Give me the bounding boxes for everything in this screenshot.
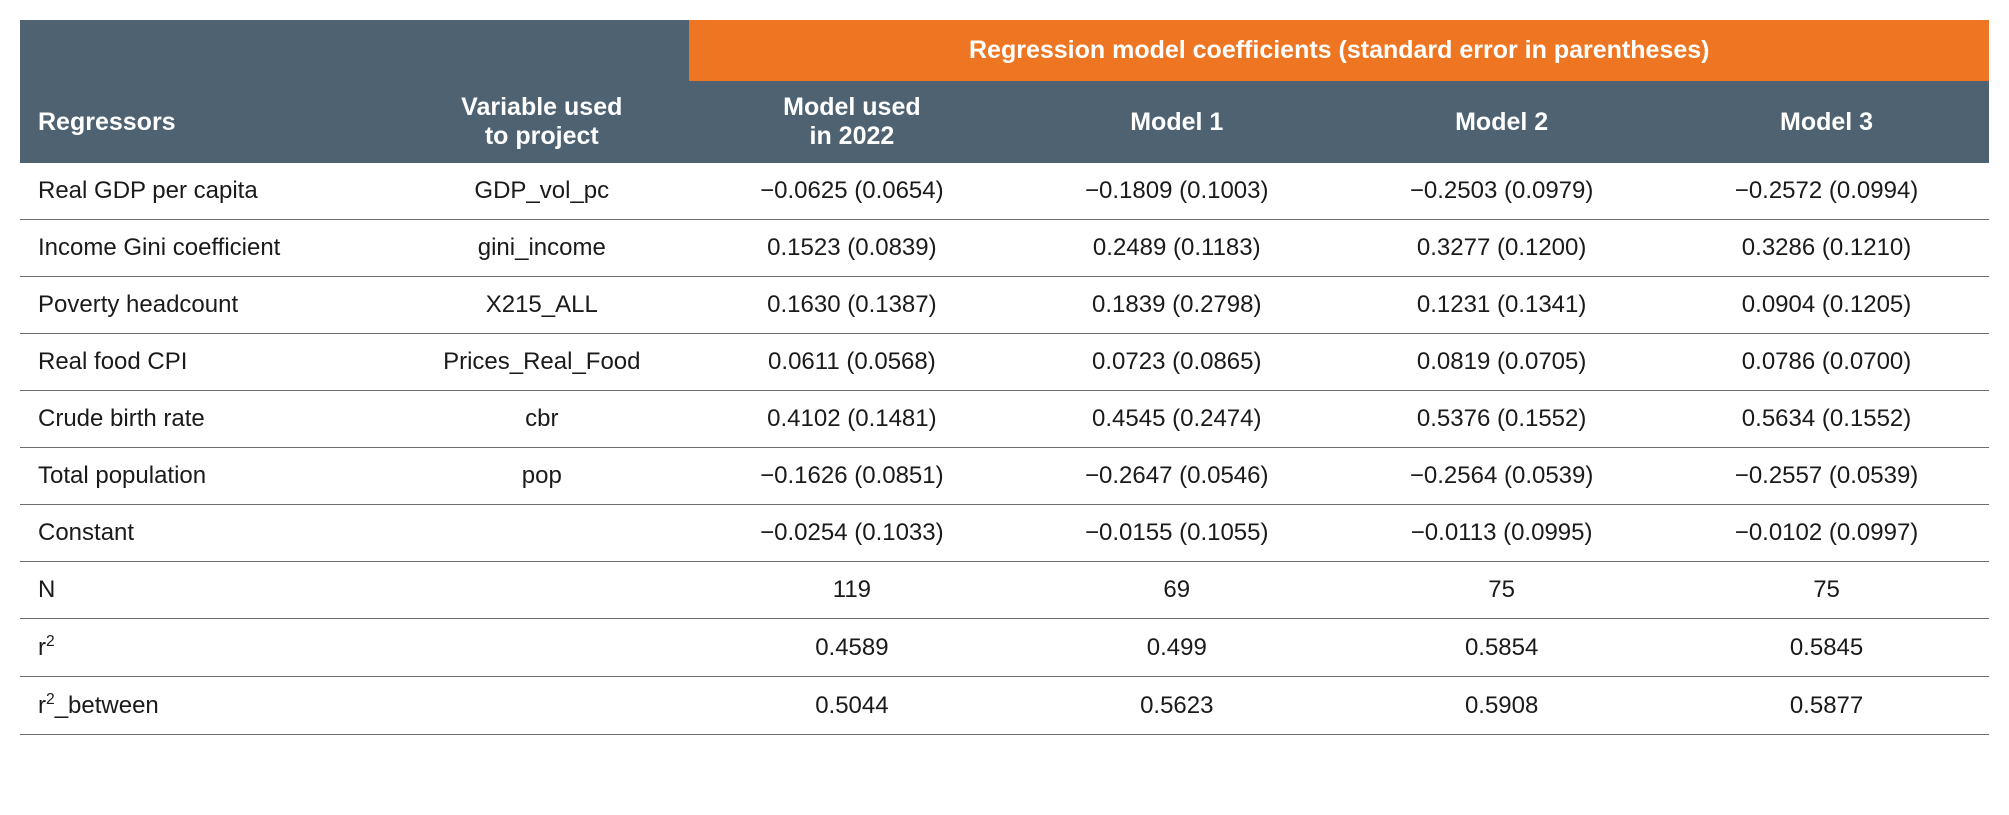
variable-cell: pop: [394, 448, 689, 505]
value-cell: 0.2489 (0.1183): [1014, 220, 1339, 277]
value-cell: 0.5623: [1014, 677, 1339, 735]
header-variable-line1: Variable used: [461, 93, 622, 121]
value-cell: −0.0625 (0.0654): [689, 163, 1014, 220]
header-model-0-line1: Model used: [783, 93, 921, 121]
header-blank-1: [20, 20, 394, 81]
value-cell: 0.0819 (0.0705): [1339, 334, 1664, 391]
variable-cell: cbr: [394, 391, 689, 448]
value-cell: 0.4545 (0.2474): [1014, 391, 1339, 448]
value-cell: 119: [689, 562, 1014, 619]
value-cell: 0.3277 (0.1200): [1339, 220, 1664, 277]
regressor-cell: Real food CPI: [20, 334, 394, 391]
value-cell: 0.1231 (0.1341): [1339, 277, 1664, 334]
stat-label-cell: N: [20, 562, 394, 619]
table-row: Real GDP per capitaGDP_vol_pc−0.0625 (0.…: [20, 163, 1989, 220]
variable-cell: [394, 677, 689, 735]
header-model-0: Model used in 2022: [689, 81, 1014, 163]
regressor-cell: Real GDP per capita: [20, 163, 394, 220]
value-cell: 75: [1664, 562, 1989, 619]
value-cell: −0.2647 (0.0546): [1014, 448, 1339, 505]
table-row: r2_between 0.50440.56230.59080.5877: [20, 677, 1989, 735]
value-cell: −0.2557 (0.0539): [1664, 448, 1989, 505]
value-cell: −0.2503 (0.0979): [1339, 163, 1664, 220]
value-cell: 0.5376 (0.1552): [1339, 391, 1664, 448]
value-cell: 0.0611 (0.0568): [689, 334, 1014, 391]
value-cell: 75: [1339, 562, 1664, 619]
value-cell: −0.0254 (0.1033): [689, 505, 1014, 562]
table-row: Poverty headcountX215_ALL0.1630 (0.1387)…: [20, 277, 1989, 334]
table-row: Constant −0.0254 (0.1033)−0.0155 (0.1055)…: [20, 505, 1989, 562]
regressor-cell: Constant: [20, 505, 394, 562]
value-cell: 0.0904 (0.1205): [1664, 277, 1989, 334]
value-cell: −0.1809 (0.1003): [1014, 163, 1339, 220]
header-model-2: Model 2: [1339, 81, 1664, 163]
header-variable-line2: to project: [485, 122, 599, 150]
value-cell: 0.1839 (0.2798): [1014, 277, 1339, 334]
variable-cell: X215_ALL: [394, 277, 689, 334]
table-row: Income Gini coefficientgini_income0.1523…: [20, 220, 1989, 277]
value-cell: 0.499: [1014, 619, 1339, 677]
regressor-cell: Poverty headcount: [20, 277, 394, 334]
header-variable: Variable used to project: [394, 81, 689, 163]
header-model-1: Model 1: [1014, 81, 1339, 163]
value-cell: −0.0155 (0.1055): [1014, 505, 1339, 562]
value-cell: 0.5634 (0.1552): [1664, 391, 1989, 448]
variable-cell: [394, 505, 689, 562]
value-cell: 0.4102 (0.1481): [689, 391, 1014, 448]
value-cell: −0.2572 (0.0994): [1664, 163, 1989, 220]
stat-label-cell: r2: [20, 619, 394, 677]
value-cell: 0.5877: [1664, 677, 1989, 735]
value-cell: 0.0786 (0.0700): [1664, 334, 1989, 391]
value-cell: 0.5044: [689, 677, 1014, 735]
header-span-title: Regression model coefficients (standard …: [689, 20, 1989, 81]
value-cell: −0.0102 (0.0997): [1664, 505, 1989, 562]
table-row: Real food CPIPrices_Real_Food0.0611 (0.0…: [20, 334, 1989, 391]
header-regressors: Regressors: [20, 81, 394, 163]
variable-cell: gini_income: [394, 220, 689, 277]
value-cell: 69: [1014, 562, 1339, 619]
regressor-cell: Income Gini coefficient: [20, 220, 394, 277]
table-row: N119697575: [20, 562, 1989, 619]
value-cell: −0.1626 (0.0851): [689, 448, 1014, 505]
regressor-cell: Crude birth rate: [20, 391, 394, 448]
regressor-cell: Total population: [20, 448, 394, 505]
variable-cell: GDP_vol_pc: [394, 163, 689, 220]
value-cell: 0.4589: [689, 619, 1014, 677]
value-cell: 0.5908: [1339, 677, 1664, 735]
variable-cell: Prices_Real_Food: [394, 334, 689, 391]
value-cell: −0.0113 (0.0995): [1339, 505, 1664, 562]
value-cell: 0.0723 (0.0865): [1014, 334, 1339, 391]
header-model-3: Model 3: [1664, 81, 1989, 163]
value-cell: 0.1630 (0.1387): [689, 277, 1014, 334]
value-cell: 0.1523 (0.0839): [689, 220, 1014, 277]
table-row: Total populationpop−0.1626 (0.0851)−0.26…: [20, 448, 1989, 505]
value-cell: −0.2564 (0.0539): [1339, 448, 1664, 505]
table-row: Crude birth ratecbr0.4102 (0.1481)0.4545…: [20, 391, 1989, 448]
value-cell: 0.5854: [1339, 619, 1664, 677]
value-cell: 0.5845: [1664, 619, 1989, 677]
value-cell: 0.3286 (0.1210): [1664, 220, 1989, 277]
variable-cell: [394, 619, 689, 677]
header-model-0-line2: in 2022: [810, 122, 895, 150]
variable-cell: [394, 562, 689, 619]
stat-label-cell: r2_between: [20, 677, 394, 735]
regression-table: Regression model coefficients (standard …: [20, 20, 1989, 735]
header-blank-2: [394, 20, 689, 81]
table-row: r2 0.45890.4990.58540.5845: [20, 619, 1989, 677]
